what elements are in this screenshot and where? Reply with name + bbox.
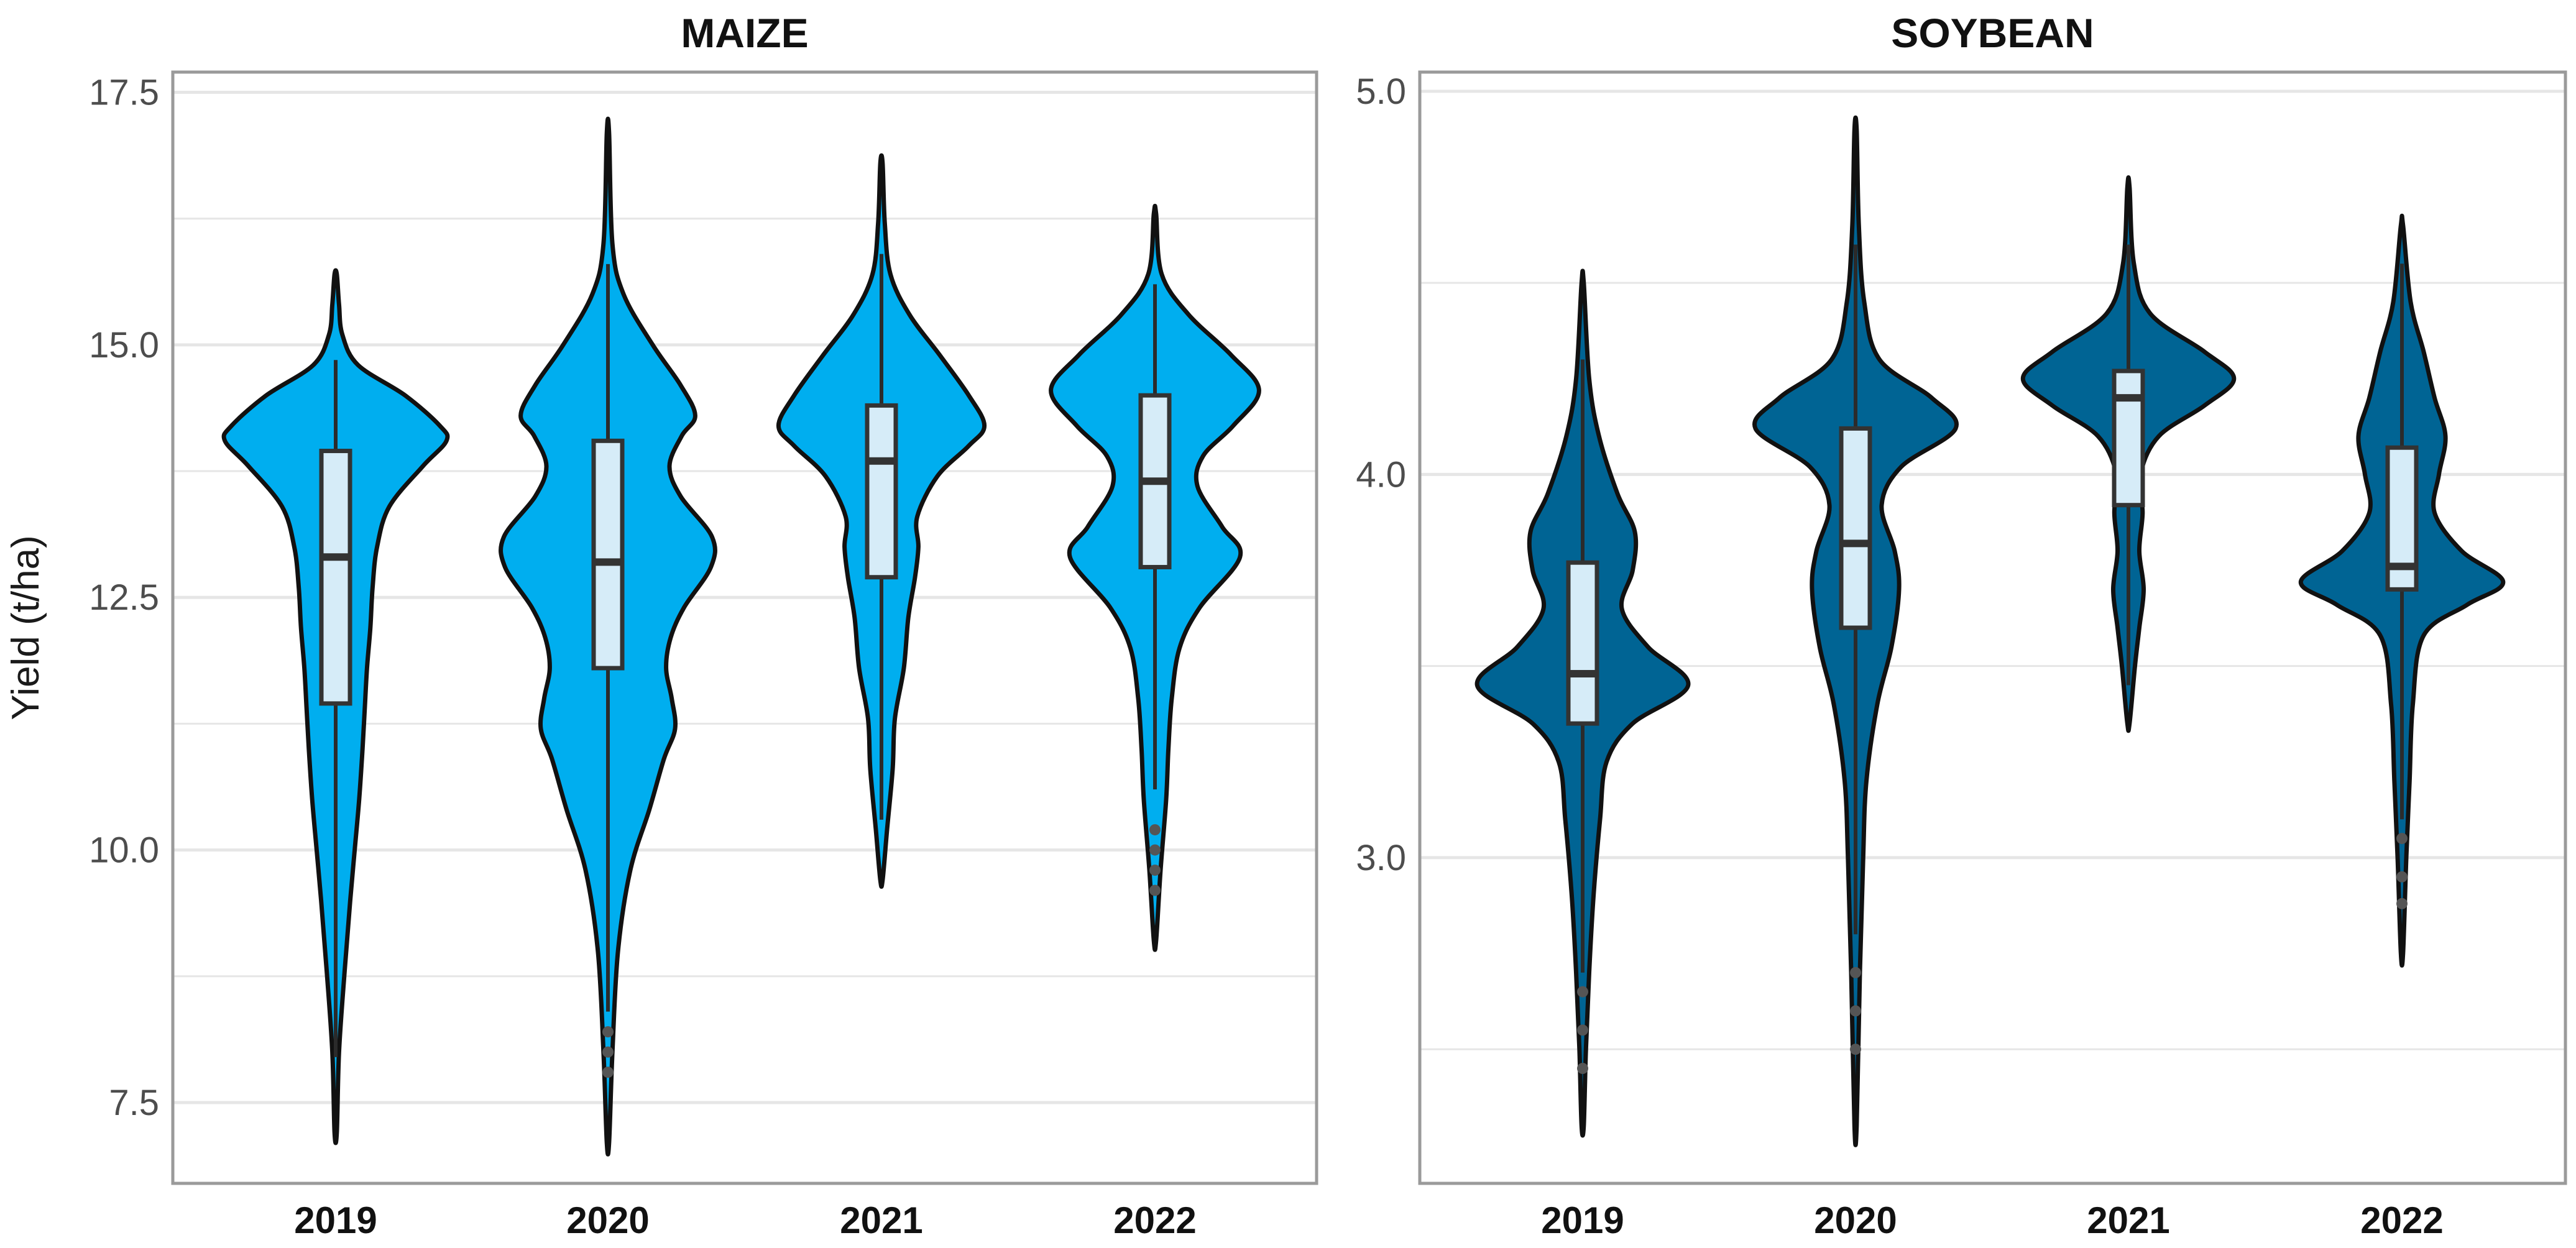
maize-outlier-point [602, 1067, 614, 1078]
soybean-outlier-point [2396, 871, 2408, 883]
maize-outlier-point [602, 1046, 614, 1058]
soybean-outlier-point [1577, 986, 1588, 998]
soybean-box [1566, 560, 1599, 726]
maize-box [865, 403, 898, 580]
maize-violin-2021 [776, 153, 987, 889]
maize-outlier-point [1149, 884, 1161, 896]
maize-y-tick-label: 15.0 [89, 325, 159, 365]
soybean-violin-2022 [2298, 213, 2506, 968]
soybean-outlier-point [1577, 1063, 1588, 1075]
maize-x-tick-label: 2019 [294, 1200, 377, 1241]
maize-outlier-point [1149, 824, 1161, 836]
maize-x-tick-label: 2021 [840, 1200, 922, 1241]
soybean-outlier-point [1577, 1024, 1588, 1036]
soybean-box [1839, 426, 1872, 630]
soybean-y-tick-label: 4.0 [1356, 454, 1406, 495]
soybean-box [2112, 369, 2145, 508]
soybean-x-tick-label: 2019 [1541, 1200, 1624, 1241]
soybean-outlier-point [2396, 897, 2408, 909]
soybean-violin-2019 [1474, 268, 1691, 1138]
soybean-outlier-point [1850, 966, 1861, 978]
maize-outlier-point [602, 1026, 614, 1038]
soybean-y-tick-label: 5.0 [1356, 71, 1406, 112]
maize-y-tick-label: 10.0 [89, 830, 159, 871]
maize-panel-title: MAIZE [681, 10, 808, 56]
soybean-outlier-point [1850, 1005, 1861, 1017]
soybean-violin-2021 [2020, 175, 2237, 733]
soybean-x-tick-label: 2021 [2087, 1200, 2169, 1241]
maize-outlier-point [1149, 844, 1161, 856]
soybean-x-tick-label: 2022 [2360, 1200, 2443, 1241]
maize-y-tick-label: 12.5 [89, 577, 159, 618]
maize-violin-2020 [499, 116, 717, 1157]
soybean-outlier-point [1850, 1044, 1861, 1055]
maize-y-tick-label: 17.5 [89, 73, 159, 113]
maize-violin-2019 [221, 268, 450, 1145]
soybean-panel-title: SOYBEAN [1891, 10, 2094, 56]
soybean-panel-border [1418, 70, 2567, 1185]
soybean-violin-2020 [1752, 115, 1959, 1147]
soybean-y-tick-label: 3.0 [1356, 838, 1406, 878]
maize-box [319, 449, 352, 706]
maize-panel: 7.5 10.0 12.5 15.0 17.5 2019 2020 2021 2022 MAIZE [89, 10, 1318, 1241]
maize-x-tick-label: 2022 [1113, 1200, 1196, 1241]
maize-panel-border [171, 70, 1318, 1185]
maize-violin-2022 [1049, 203, 1261, 952]
maize-x-tick-label: 2020 [566, 1200, 649, 1241]
soybean-outlier-point [2396, 833, 2408, 845]
maize-outlier-point [1149, 865, 1161, 876]
soybean-x-tick-label: 2020 [1814, 1200, 1897, 1241]
maize-box [591, 438, 625, 671]
y-axis-title: Yield (t/ha) [4, 535, 47, 720]
soybean-panel: 3.0 4.0 5.0 2019 2020 2021 2022 SOYBEAN [1356, 10, 2567, 1241]
maize-y-tick-label: 7.5 [109, 1083, 159, 1123]
